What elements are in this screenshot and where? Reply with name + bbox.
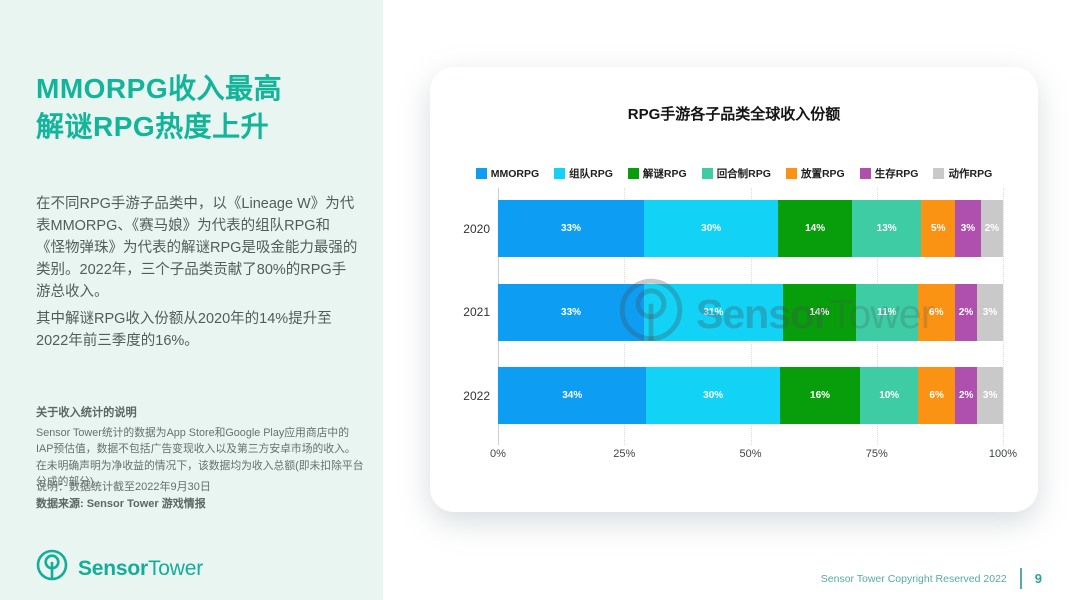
chart-legend: MMORPG 组队RPG 解谜RPG 回合制RPG 放置RPG 生存RPG 动作RPG [430, 166, 1038, 181]
bar-segment-value: 6% [929, 390, 944, 401]
bar-segment: 2% [954, 283, 978, 341]
legend-label: MMORPG [490, 167, 540, 180]
page-number: 9 [1034, 571, 1042, 586]
page-title-line1: MMORPG收入最高 [36, 73, 283, 104]
bar-segment-value: 3% [960, 223, 976, 234]
legend-label: 动作RPG [948, 168, 993, 180]
bar-segment: 30% [646, 367, 780, 424]
bar-segment: 16% [779, 367, 861, 424]
bar-segment-value: 3% [982, 306, 998, 318]
bar-segment-value: 33% [561, 306, 582, 318]
body-paragraph-1: 在不同RPG手游子品类中，以《Lineage W》为代表MMORPG、《赛马娘》… [36, 196, 358, 300]
bar-segment-value: 13% [876, 223, 897, 234]
copyright-text: Sensor Tower Copyright Reserved 2022 [820, 572, 1007, 585]
bar-segment-value: 33% [560, 223, 581, 234]
stacked-bar-2020: 33% 30% 14% 13% 5% 3% 2% [498, 200, 1003, 257]
bar-segment: 3% [977, 367, 1004, 424]
data-cutoff-note: 说明：数据统计截至2022年9月30日 [36, 481, 211, 493]
legend-item: MMORPG [475, 166, 540, 181]
legend-label: 放置RPG [800, 168, 845, 180]
bar-segment-value: 2% [958, 306, 974, 318]
bar-segment-value: 3% [982, 390, 998, 401]
x-axis-tick-label: 100% [988, 448, 1018, 460]
bar-segment: 34% [498, 367, 647, 424]
x-axis-tick-label: 50% [739, 448, 762, 460]
bar-segment: 6% [918, 367, 956, 424]
y-axis-category-label: 2020 [463, 221, 490, 236]
bar-segment: 33% [498, 200, 644, 257]
bar-segment-value: 14% [809, 306, 830, 318]
legend-item: 回合制RPG [701, 166, 771, 181]
bar-segment-value: 10% [879, 390, 900, 401]
y-axis-category-label: 2021 [463, 305, 490, 319]
page-title: MMORPG收入最高 解谜RPG热度上升 [36, 70, 282, 146]
legend-item: 生存RPG [859, 166, 919, 181]
gridline [1003, 188, 1004, 445]
body-paragraph-2: 其中解谜RPG收入份额从2020年的14%提升至2022年前三季度的16%。 [36, 311, 332, 349]
notes-heading: 关于收入统计的说明 [36, 407, 137, 419]
page-title-line2: 解谜RPG热度上升 [36, 111, 270, 142]
bar-segment-value: 6% [929, 306, 944, 318]
bar-segment: 3% [955, 200, 981, 257]
y-axis-category-label: 2022 [463, 388, 490, 403]
sensor-tower-logo-icon [34, 548, 70, 589]
stacked-bar-2021: 33% 31% 14% 11% 6% 2% 3% [498, 283, 1003, 341]
legend-swatch-icon [627, 168, 639, 179]
sensor-tower-logo: SensorTower [34, 548, 203, 589]
bar-segment-value: 14% [805, 223, 826, 234]
bar-segment-value: 2% [959, 390, 974, 401]
bar-segment: 33% [498, 283, 645, 341]
x-axis-tick-label: 0% [490, 448, 506, 460]
footer-divider [1019, 568, 1022, 589]
bar-segment-value: 2% [984, 223, 1000, 234]
legend-label: 生存RPG [874, 168, 919, 180]
legend-item: 动作RPG [933, 166, 992, 181]
bar-segment: 3% [977, 283, 1003, 341]
legend-item: 放置RPG [785, 166, 845, 181]
logo-word-tower: Tower [148, 556, 204, 580]
bar-segment: 14% [782, 283, 857, 341]
logo-wordmark: SensorTower [78, 557, 203, 581]
chart-card: RPG手游各子品类全球收入份额 MMORPG 组队RPG 解谜RPG 回合制RPG 放置… [430, 67, 1038, 512]
legend-swatch-icon [859, 168, 871, 179]
legend-swatch-icon [554, 168, 566, 179]
bar-segment-value: 34% [562, 390, 583, 401]
data-source-note: 数据来源: Sensor Tower 游戏情报 [36, 498, 206, 510]
bar-segment: 14% [778, 200, 852, 257]
left-panel: MMORPG收入最高 解谜RPG热度上升 在不同RPG手游子品类中，以《Line… [0, 0, 383, 600]
chart-title: RPG手游各子品类全球收入份额 [627, 106, 841, 123]
chart-plot: 0% 25% 50% 75% 100% 2020 33% 30% 14% 13% 5% 3% 2% 202… [430, 67, 1038, 512]
page-footer: Sensor Tower Copyright Reserved 2022 9 [821, 568, 1042, 589]
bar-segment-value: 30% [701, 223, 722, 234]
stacked-bar-2022: 34% 30% 16% 10% 6% 2% 3% [498, 367, 1004, 424]
bar-segment: 10% [860, 367, 919, 424]
legend-item: 解谜RPG [627, 166, 687, 181]
x-axis-tick-label: 75% [865, 448, 888, 460]
bar-segment: 6% [917, 283, 955, 341]
bar-segment-value: 30% [703, 390, 724, 401]
legend-swatch-icon [933, 168, 945, 179]
legend-label: 组队RPG [569, 168, 613, 180]
methodology-notes: 关于收入统计的说明 Sensor Tower统计的数据为App Store和Go… [36, 405, 366, 491]
legend-swatch-icon [785, 168, 797, 179]
legend-item: 组队RPG [554, 166, 613, 181]
logo-word-sensor: Sensor [78, 556, 148, 580]
x-axis-tick-label: 25% [613, 448, 636, 460]
bar-segment: 30% [643, 200, 779, 257]
bar-segment: 2% [955, 367, 978, 424]
bar-segment-value: 11% [877, 306, 897, 318]
bar-segment: 11% [856, 283, 918, 341]
bar-segment-value: 31% [703, 306, 724, 318]
bar-segment: 2% [980, 200, 1003, 257]
legend-label: 回合制RPG [716, 168, 771, 180]
legend-swatch-icon [701, 168, 713, 179]
bar-segment-value: 16% [810, 390, 831, 401]
legend-swatch-icon [475, 168, 487, 179]
bar-segment: 5% [921, 200, 956, 257]
bar-segment: 13% [851, 200, 922, 257]
legend-label: 解谜RPG [642, 168, 687, 180]
bar-segment: 31% [644, 283, 783, 341]
bar-segment-value: 5% [931, 223, 946, 234]
notes-body: Sensor Tower统计的数据为App Store和Google Play应… [36, 426, 364, 489]
